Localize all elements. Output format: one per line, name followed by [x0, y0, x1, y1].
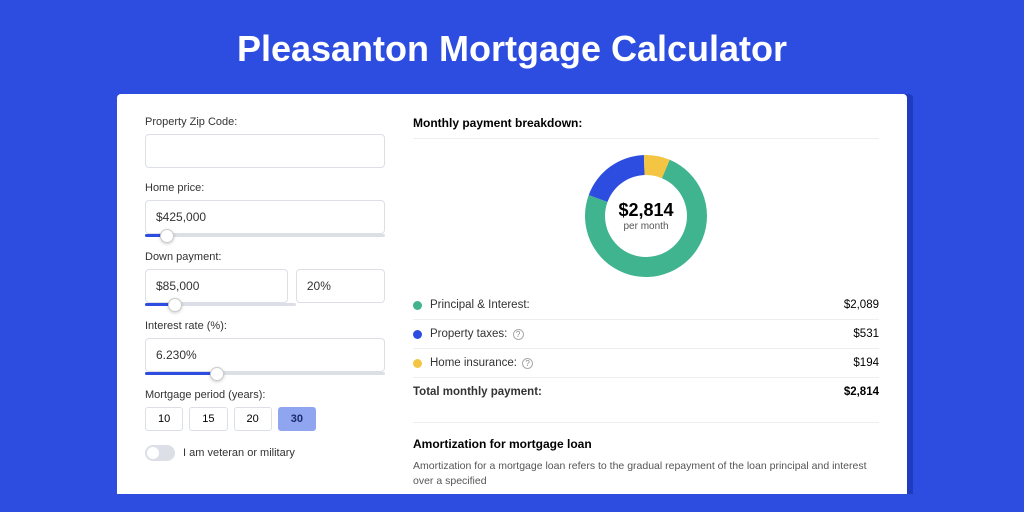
home-price-input[interactable] [145, 200, 385, 234]
legend-dot [413, 359, 422, 368]
legend-value: $194 [853, 357, 879, 369]
breakdown-legend: Principal & Interest: $2,089Property tax… [413, 291, 879, 406]
down-payment-label: Down payment: [145, 251, 385, 263]
amortization-text: Amortization for a mortgage loan refers … [413, 459, 879, 488]
amortization-title: Amortization for mortgage loan [413, 422, 879, 451]
legend-row: Principal & Interest: $2,089 [413, 291, 879, 320]
info-icon[interactable]: ? [513, 329, 524, 340]
zip-input[interactable] [145, 134, 385, 168]
mortgage-period-options: 1015 2030 [145, 407, 385, 431]
legend-label: Home insurance: ? [430, 357, 533, 369]
zip-field: Property Zip Code: [145, 116, 385, 168]
mortgage-period-label: Mortgage period (years): [145, 389, 385, 401]
donut-chart: $2,814 per month [585, 155, 707, 277]
legend-label: Principal & Interest: [430, 299, 530, 311]
hero: Pleasanton Mortgage Calculator Property … [0, 0, 1024, 494]
donut-amount: $2,814 [618, 200, 673, 221]
veteran-row: I am veteran or military [145, 445, 385, 461]
legend-total-row: Total monthly payment: $2,814 [413, 378, 879, 406]
legend-value: $531 [853, 328, 879, 340]
interest-rate-field: Interest rate (%): [145, 320, 385, 375]
veteran-toggle[interactable] [145, 445, 175, 461]
info-icon[interactable]: ? [522, 358, 533, 369]
period-btn-10[interactable]: 10 [145, 407, 183, 431]
down-payment-field: Down payment: [145, 251, 385, 306]
page-title: Pleasanton Mortgage Calculator [0, 28, 1024, 70]
donut-center: $2,814 per month [585, 155, 707, 277]
home-price-field: Home price: [145, 182, 385, 237]
interest-rate-input[interactable] [145, 338, 385, 372]
donut-chart-wrap: $2,814 per month [413, 149, 879, 291]
home-price-label: Home price: [145, 182, 385, 194]
total-value: $2,814 [844, 386, 879, 398]
down-payment-percent-input[interactable] [296, 269, 385, 303]
legend-value: $2,089 [844, 299, 879, 311]
donut-sub: per month [623, 221, 668, 232]
period-btn-15[interactable]: 15 [189, 407, 227, 431]
breakdown-title: Monthly payment breakdown: [413, 116, 879, 139]
down-payment-slider[interactable] [145, 303, 296, 306]
legend-label: Property taxes: ? [430, 328, 524, 340]
home-price-slider[interactable] [145, 234, 385, 237]
legend-dot [413, 301, 422, 310]
period-btn-20[interactable]: 20 [234, 407, 272, 431]
inputs-column: Property Zip Code: Home price: Down paym… [145, 116, 385, 494]
mortgage-period-field: Mortgage period (years): 1015 2030 [145, 389, 385, 431]
legend-row: Property taxes: ? $531 [413, 320, 879, 349]
legend-row: Home insurance: ? $194 [413, 349, 879, 378]
calculator-card: Property Zip Code: Home price: Down paym… [117, 94, 907, 494]
zip-label: Property Zip Code: [145, 116, 385, 128]
down-payment-amount-input[interactable] [145, 269, 288, 303]
breakdown-column: Monthly payment breakdown: $2,814 per mo… [413, 116, 879, 494]
interest-rate-slider[interactable] [145, 372, 385, 375]
total-label: Total monthly payment: [413, 386, 542, 398]
period-btn-30[interactable]: 30 [278, 407, 316, 431]
legend-dot [413, 330, 422, 339]
interest-rate-label: Interest rate (%): [145, 320, 385, 332]
veteran-label: I am veteran or military [183, 447, 295, 459]
